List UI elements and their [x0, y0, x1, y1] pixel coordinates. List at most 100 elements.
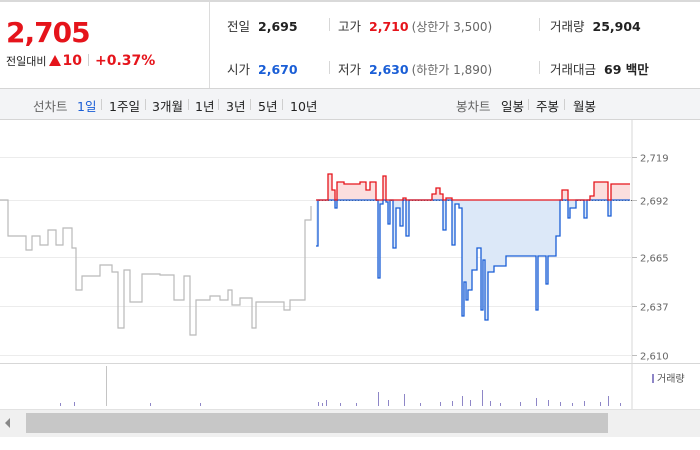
y-tick-label: 2,637	[640, 303, 669, 314]
stat-value: 69 백만	[604, 62, 649, 77]
change-percent: +0.37%	[94, 53, 156, 69]
price-box: 2,705 전일대비 10 +0.37%	[0, 2, 210, 88]
y-tick-label: 2,719	[640, 154, 669, 165]
period-5y[interactable]: 5년	[258, 99, 278, 114]
line-chart-label: 선차트	[33, 99, 68, 114]
period-3m[interactable]: 3개월	[152, 99, 183, 114]
volume-bar	[404, 394, 405, 406]
volume-bar	[322, 403, 323, 406]
stat-value: 2,710	[369, 19, 409, 34]
divider	[528, 99, 529, 110]
volume-bar	[420, 403, 421, 406]
divider	[539, 18, 540, 31]
pre-market-line	[0, 199, 312, 336]
stock-summary: 2,705 전일대비 10 +0.37% 전일 2,695 고가 2,710 (상한가 3…	[0, 2, 700, 89]
stat-label: 저가	[338, 62, 362, 77]
change-label: 전일대비	[6, 55, 47, 68]
stat-high: 고가 2,710 (상한가 3,500)	[338, 16, 492, 35]
upper-limit: (상한가 3,500)	[411, 20, 493, 34]
volume-bar	[620, 403, 621, 406]
stat-label: 고가	[338, 19, 362, 34]
volume-bar	[440, 402, 441, 406]
volume-bar	[340, 403, 341, 406]
volume-bar	[490, 401, 491, 406]
y-tick-label: 2,665	[640, 254, 669, 265]
scroll-left-icon[interactable]	[5, 418, 10, 428]
price-line-up	[316, 173, 630, 201]
divider	[87, 54, 89, 66]
volume-bar	[560, 402, 561, 406]
scroll-thumb[interactable]	[26, 413, 608, 433]
stat-value: 2,630	[369, 62, 409, 77]
period-1w[interactable]: 1주일	[109, 99, 140, 114]
divider	[188, 99, 189, 110]
volume-bar	[388, 400, 389, 406]
y-tick-label: 2,610	[640, 352, 669, 363]
volume-bar	[326, 400, 327, 406]
change-row: 전일대비 10 +0.37%	[6, 53, 155, 69]
divider	[218, 99, 219, 110]
divider	[564, 99, 565, 110]
current-price: 2,705	[6, 16, 91, 49]
period-1d[interactable]: 1일	[77, 99, 97, 114]
up-area	[316, 174, 630, 200]
volume-bar	[318, 402, 319, 406]
stat-label: 거래대금	[550, 62, 597, 77]
divider	[250, 99, 251, 110]
candle-chart-label: 봉차트	[456, 99, 491, 114]
stat-open: 시가 2,670	[227, 59, 298, 78]
volume-bar	[150, 403, 151, 406]
volume-bar	[572, 403, 573, 406]
up-triangle-icon	[49, 55, 62, 66]
stat-prev-close: 전일 2,695	[227, 16, 298, 35]
stat-value: 2,695	[258, 19, 298, 34]
divider	[539, 61, 540, 74]
stat-label: 전일	[227, 19, 251, 34]
stat-value: 2,670	[258, 62, 298, 77]
period-10y[interactable]: 10년	[290, 99, 318, 114]
volume-bar	[584, 401, 585, 406]
volume-bar	[520, 402, 521, 406]
stat-label: 시가	[227, 62, 251, 77]
stat-trade-value: 거래대금 69 백만	[550, 59, 649, 78]
candle-daily[interactable]: 일봉	[501, 99, 525, 114]
volume-bar	[482, 390, 483, 406]
candle-monthly[interactable]: 월봉	[573, 99, 597, 114]
stat-volume: 거래량 25,904	[550, 16, 641, 35]
divider	[282, 99, 283, 110]
volume-bar	[500, 403, 501, 406]
volume-bar	[356, 403, 357, 406]
volume-legend-swatch	[652, 374, 654, 383]
volume-bar	[200, 403, 201, 406]
stat-value: 25,904	[592, 19, 641, 34]
period-3y[interactable]: 3년	[226, 99, 246, 114]
volume-bar	[470, 400, 471, 406]
change-value: 10	[62, 53, 82, 69]
volume-bar	[600, 402, 601, 406]
volume-bar	[378, 392, 379, 406]
candle-weekly[interactable]: 주봉	[536, 99, 560, 114]
chart-scrollbar[interactable]	[0, 409, 700, 437]
period-1y[interactable]: 1년	[195, 99, 215, 114]
stat-label: 거래량	[550, 19, 585, 34]
volume-bar	[536, 398, 537, 406]
stat-low: 저가 2,630 (하한가 1,890)	[338, 59, 492, 78]
divider	[101, 99, 102, 110]
divider	[145, 99, 146, 110]
volume-bar	[608, 396, 609, 406]
volume-bar	[462, 396, 463, 406]
lower-limit: (하한가 1,890)	[411, 63, 493, 77]
top-border	[0, 0, 700, 2]
volume-legend-label: 거래량	[657, 373, 685, 385]
y-tick-label: 2,692	[640, 197, 669, 208]
volume-bar	[548, 400, 549, 406]
down-area	[316, 200, 630, 320]
divider	[329, 18, 330, 31]
volume-bar	[74, 402, 75, 406]
divider	[329, 61, 330, 74]
volume-bar	[60, 403, 61, 406]
volume-bar	[452, 401, 453, 406]
price-chart-svg[interactable]: 2,719 2,692 2,665 2,637 2,610 거래량	[0, 120, 700, 410]
chart-toolbar: 선차트 1일 1주일 3개월 1년 3년 5년 10년 봉차트 일봉 주봉 월봉	[0, 89, 700, 120]
price-chart[interactable]: 2,719 2,692 2,665 2,637 2,610 거래량	[0, 120, 700, 410]
